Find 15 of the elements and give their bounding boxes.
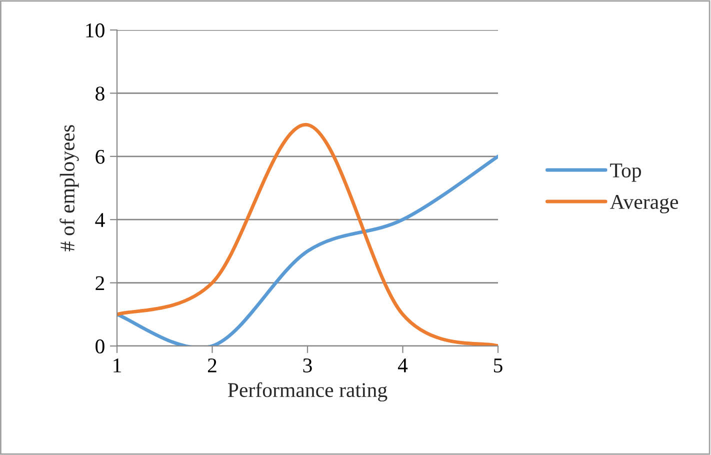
y-tick-label: 6 [96, 150, 105, 164]
legend-label: Top [610, 164, 642, 182]
x-tick-label: 3 [303, 358, 312, 372]
y-tick-label: 4 [95, 213, 105, 227]
x-tick-label: 4 [398, 358, 408, 372]
x-axis-title: Performance rating [228, 382, 388, 402]
legend-label: Average [610, 195, 678, 214]
y-tick-label: 10 [86, 23, 104, 38]
y-axis-title: # of employees [60, 125, 79, 252]
x-tick-label: 5 [494, 358, 502, 372]
y-tick-label: 2 [96, 276, 104, 290]
y-tick-label: 8 [96, 86, 104, 101]
x-tick-label: 1 [114, 358, 121, 372]
y-tick-label: 0 [96, 339, 104, 354]
x-tick-label: 2 [208, 358, 216, 372]
